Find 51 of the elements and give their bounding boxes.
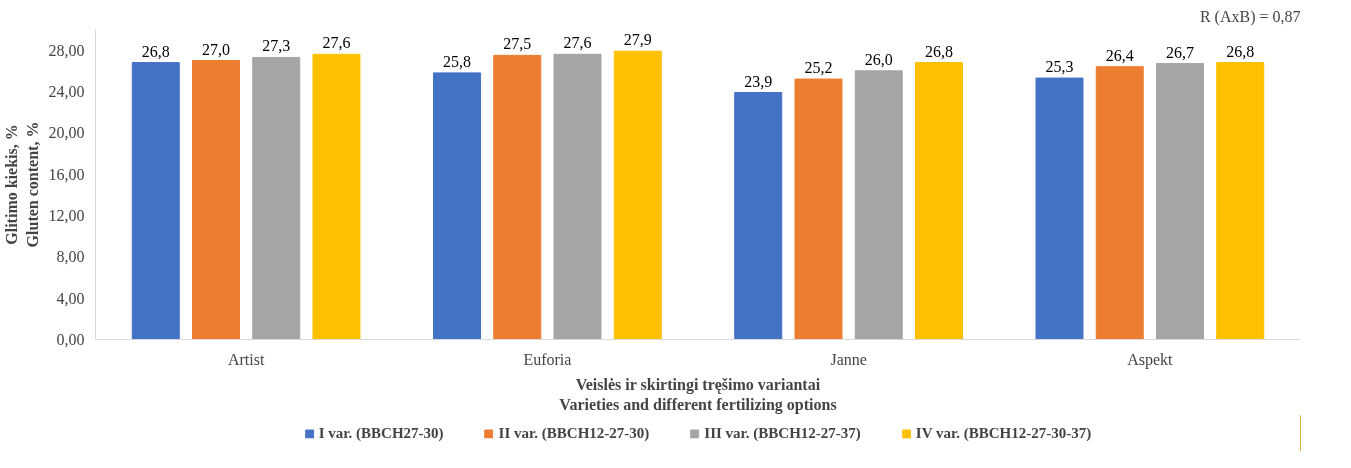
bar bbox=[734, 92, 783, 340]
legend-label: IV var. (BBCH12-27-30-37) bbox=[915, 424, 1092, 442]
data-label: 25,8 bbox=[443, 52, 471, 70]
data-label: 23,9 bbox=[744, 72, 773, 90]
data-label: 26,4 bbox=[1105, 46, 1134, 64]
y-tick-label: 12,00 bbox=[48, 207, 85, 224]
data-label: 27,5 bbox=[503, 35, 532, 53]
bar bbox=[854, 70, 903, 340]
y-tick-label: 4,00 bbox=[56, 289, 85, 307]
data-label: 27,6 bbox=[563, 34, 592, 52]
y-tick-label: 24,00 bbox=[48, 83, 85, 100]
data-label: 26,7 bbox=[1166, 43, 1194, 61]
x-axis-title: Veislės ir skirtingi tręšimo variantai Varieties and different fertilizing options bbox=[559, 375, 837, 414]
y-tick-label: 20,00 bbox=[48, 124, 85, 142]
data-label: 25,3 bbox=[1045, 58, 1074, 76]
data-label: 27,6 bbox=[322, 34, 351, 52]
data-label: 25,2 bbox=[804, 59, 833, 77]
x-tick-label: Artist bbox=[227, 350, 265, 368]
data-label: 27,0 bbox=[202, 40, 230, 58]
bar bbox=[915, 62, 963, 340]
legend-label: III var. (BBCH12-27-37) bbox=[704, 424, 861, 442]
x-tick-label: Euforia bbox=[523, 350, 572, 368]
y-tick-label: 0,00 bbox=[56, 331, 85, 348]
data-label: 27,9 bbox=[623, 31, 652, 49]
bar bbox=[493, 54, 542, 340]
x-tick-label: Janne bbox=[830, 350, 867, 368]
y-tick-label: 16,00 bbox=[48, 165, 85, 183]
legend-label: I var. (BBCH27-30) bbox=[318, 424, 444, 442]
y-tick-label: 8,00 bbox=[56, 248, 85, 266]
y-axis-title: Glitimo kiekis, % Gluten content, % bbox=[3, 121, 41, 248]
bar bbox=[553, 53, 602, 340]
bar bbox=[433, 72, 481, 340]
text: R (AxB) = 0,87 bbox=[1199, 7, 1301, 26]
bar bbox=[312, 53, 361, 340]
bar bbox=[794, 78, 843, 340]
y-tick-label: 28,00 bbox=[48, 41, 85, 59]
bar bbox=[252, 56, 301, 340]
bar bbox=[1095, 66, 1144, 340]
data-label: 26,8 bbox=[141, 42, 170, 60]
bar bbox=[131, 62, 180, 340]
legend-label: II var. (BBCH12-27-30) bbox=[498, 424, 650, 442]
x-tick-label: Aspekt bbox=[1127, 350, 1174, 369]
bar bbox=[1216, 62, 1265, 340]
data-label: 26,8 bbox=[925, 42, 953, 60]
bar bbox=[1156, 63, 1204, 340]
bar bbox=[1035, 77, 1084, 340]
data-label: 26,0 bbox=[864, 50, 893, 68]
data-label: 26,8 bbox=[1226, 42, 1255, 60]
bar bbox=[192, 60, 240, 340]
data-label: 27,3 bbox=[262, 37, 291, 55]
bar bbox=[613, 50, 662, 340]
